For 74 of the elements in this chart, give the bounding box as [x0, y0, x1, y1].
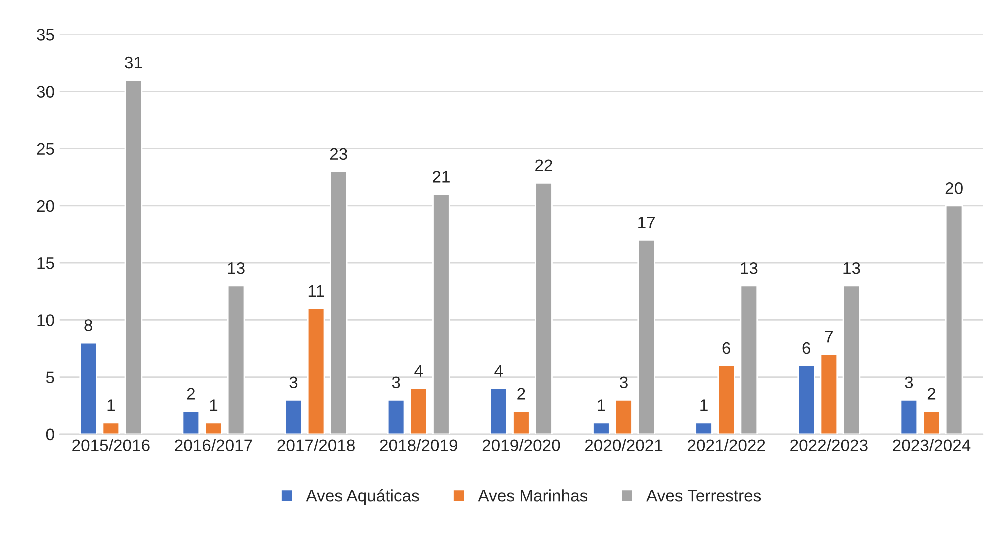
y-tick-label: 20: [37, 200, 54, 212]
data-label: 8: [84, 320, 93, 332]
legend-label: Aves Terrestres: [646, 490, 762, 502]
bar: [102, 422, 120, 434]
bar: [124, 80, 143, 434]
data-label: 17: [638, 216, 656, 228]
data-label: 4: [414, 365, 424, 377]
bar: [80, 342, 98, 434]
data-label: 31: [125, 56, 142, 69]
legend-label: Aves Aquáticas: [306, 489, 420, 506]
bar: [227, 285, 246, 434]
data-label: 2: [928, 388, 936, 400]
x-tick-label: 2020/2021: [585, 439, 663, 452]
bar: [695, 422, 713, 434]
bar: [490, 388, 508, 434]
data-label: 23: [330, 148, 348, 160]
data-label: 4: [494, 365, 504, 377]
y-tick-label: 10: [38, 314, 54, 326]
bar: [842, 285, 861, 434]
x-tick-label: 2016/2017: [175, 439, 252, 452]
data-label: 1: [700, 400, 708, 412]
data-label: 13: [844, 262, 860, 274]
bar: [204, 422, 223, 434]
bar: [922, 410, 941, 434]
data-label: 2: [187, 388, 195, 400]
bar: [638, 240, 656, 434]
data-label: 13: [741, 262, 758, 274]
y-tick-label: 5: [46, 372, 54, 384]
bar: [432, 194, 450, 434]
x-tick-label: 2023/2024: [893, 439, 971, 452]
x-tick-label: 2021/2022: [688, 439, 766, 452]
x-tick-label: 2015/2016: [72, 439, 150, 452]
data-label: 13: [228, 262, 245, 274]
bar: [535, 182, 553, 434]
x-tick-label: 2018/2019: [380, 439, 458, 452]
y-tick-label: 35: [37, 29, 54, 41]
bar: [718, 365, 736, 434]
y-tick-label: 0: [46, 428, 54, 441]
y-tick-label: 15: [38, 258, 54, 270]
bar: [307, 308, 326, 434]
data-label: 1: [210, 400, 218, 412]
data-label: 22: [536, 160, 552, 172]
y-tick-label: 30: [37, 86, 54, 98]
bar: [284, 399, 303, 434]
bar: [900, 399, 918, 434]
bar: [945, 205, 964, 434]
bar: [330, 171, 348, 434]
data-label: 1: [108, 400, 115, 412]
data-label: 20: [946, 182, 963, 194]
data-label: 6: [802, 342, 811, 354]
bar: [592, 422, 610, 434]
bar: [182, 410, 200, 434]
bar: [740, 285, 758, 434]
data-label: 3: [290, 376, 298, 389]
x-tick-label: 2019/2020: [482, 439, 560, 452]
data-label: 3: [905, 376, 914, 389]
data-label: 3: [392, 376, 400, 389]
data-label: 1: [598, 400, 606, 412]
bar: [512, 410, 530, 434]
data-label: 21: [433, 171, 450, 183]
data-label: 6: [722, 342, 730, 354]
bar: [615, 399, 633, 434]
bar: [798, 365, 816, 434]
y-tick-label: 25: [37, 143, 54, 156]
bar: [410, 388, 428, 434]
data-label: 7: [825, 331, 833, 343]
data-label: 11: [308, 286, 324, 297]
x-tick-label: 2017/2018: [278, 439, 355, 452]
bar: [387, 399, 406, 434]
bar: [820, 354, 838, 434]
legend-label: Aves Marinhas: [478, 490, 588, 502]
data-label: 2: [518, 388, 526, 400]
x-tick-label: 2022/2023: [790, 439, 868, 452]
data-label: 3: [620, 376, 628, 389]
